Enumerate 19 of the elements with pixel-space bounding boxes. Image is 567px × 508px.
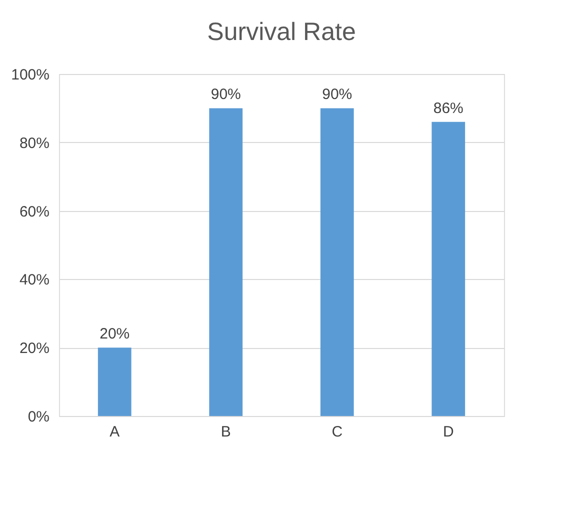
data-label: 90% [210,86,241,104]
x-tick-label: B [220,424,231,440]
bar [432,122,466,416]
y-tick-label: 100% [11,66,50,84]
y-tick-label: 40% [19,272,50,289]
bar [209,108,243,416]
y-tick-label: 60% [19,203,50,220]
bar [320,108,354,416]
y-tick-label: 0% [28,408,50,426]
y-tick-label: 80% [19,134,50,152]
chart-title: Survival Rate [207,18,356,46]
x-tick-label: D [442,424,454,440]
data-label: 20% [100,326,130,343]
x-tick-label: C [332,424,343,440]
x-tick-label: A [110,424,120,440]
bar [98,348,132,416]
data-label: 90% [322,86,352,104]
y-tick-label: 20% [19,340,50,358]
data-label: 86% [433,100,464,117]
